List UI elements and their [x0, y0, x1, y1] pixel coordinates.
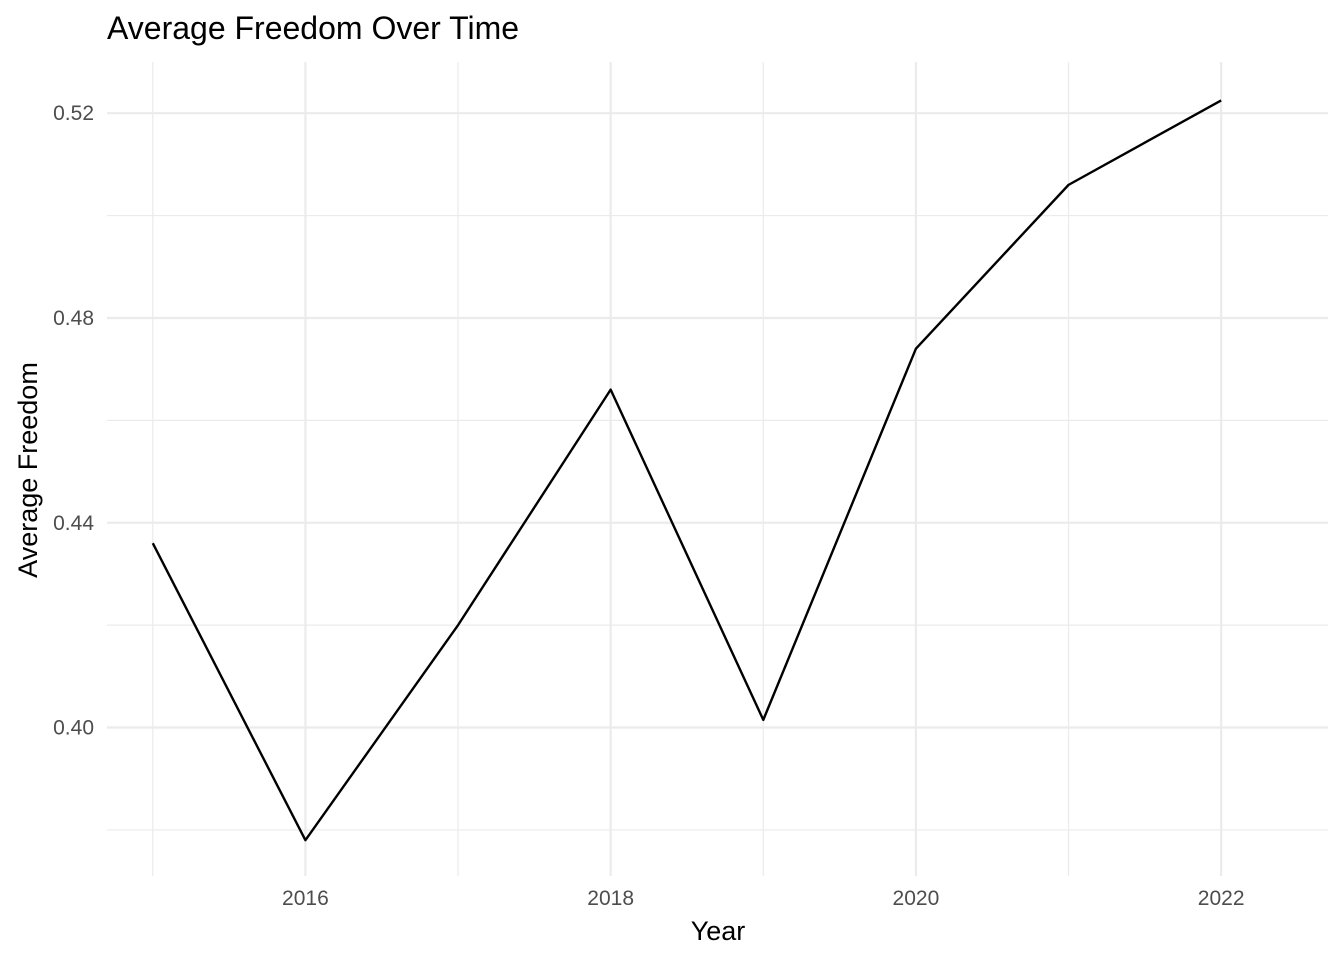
x-tick-label: 2016	[282, 887, 329, 910]
y-tick-label: 0.40	[53, 717, 94, 740]
y-axis-title: Average Freedom	[13, 362, 43, 578]
minor-gridlines	[107, 62, 1328, 876]
x-tick-label: 2018	[587, 887, 634, 910]
series-layer	[151, 99, 1222, 842]
major-gridlines	[107, 62, 1328, 876]
chart-title: Average Freedom Over Time	[107, 10, 519, 46]
x-tick-label: 2020	[893, 887, 940, 910]
x-axis-title: Year	[691, 916, 746, 946]
y-tick-label: 0.44	[53, 512, 94, 535]
series-line	[151, 99, 1222, 842]
x-tick-label: 2022	[1198, 887, 1245, 910]
y-axis-tick-labels: 0.40 0.44 0.48 0.52	[53, 102, 94, 739]
y-tick-label: 0.48	[53, 307, 94, 330]
x-axis-tick-labels: 2016 2018 2020 2022	[282, 887, 1244, 910]
y-tick-label: 0.52	[53, 102, 94, 125]
